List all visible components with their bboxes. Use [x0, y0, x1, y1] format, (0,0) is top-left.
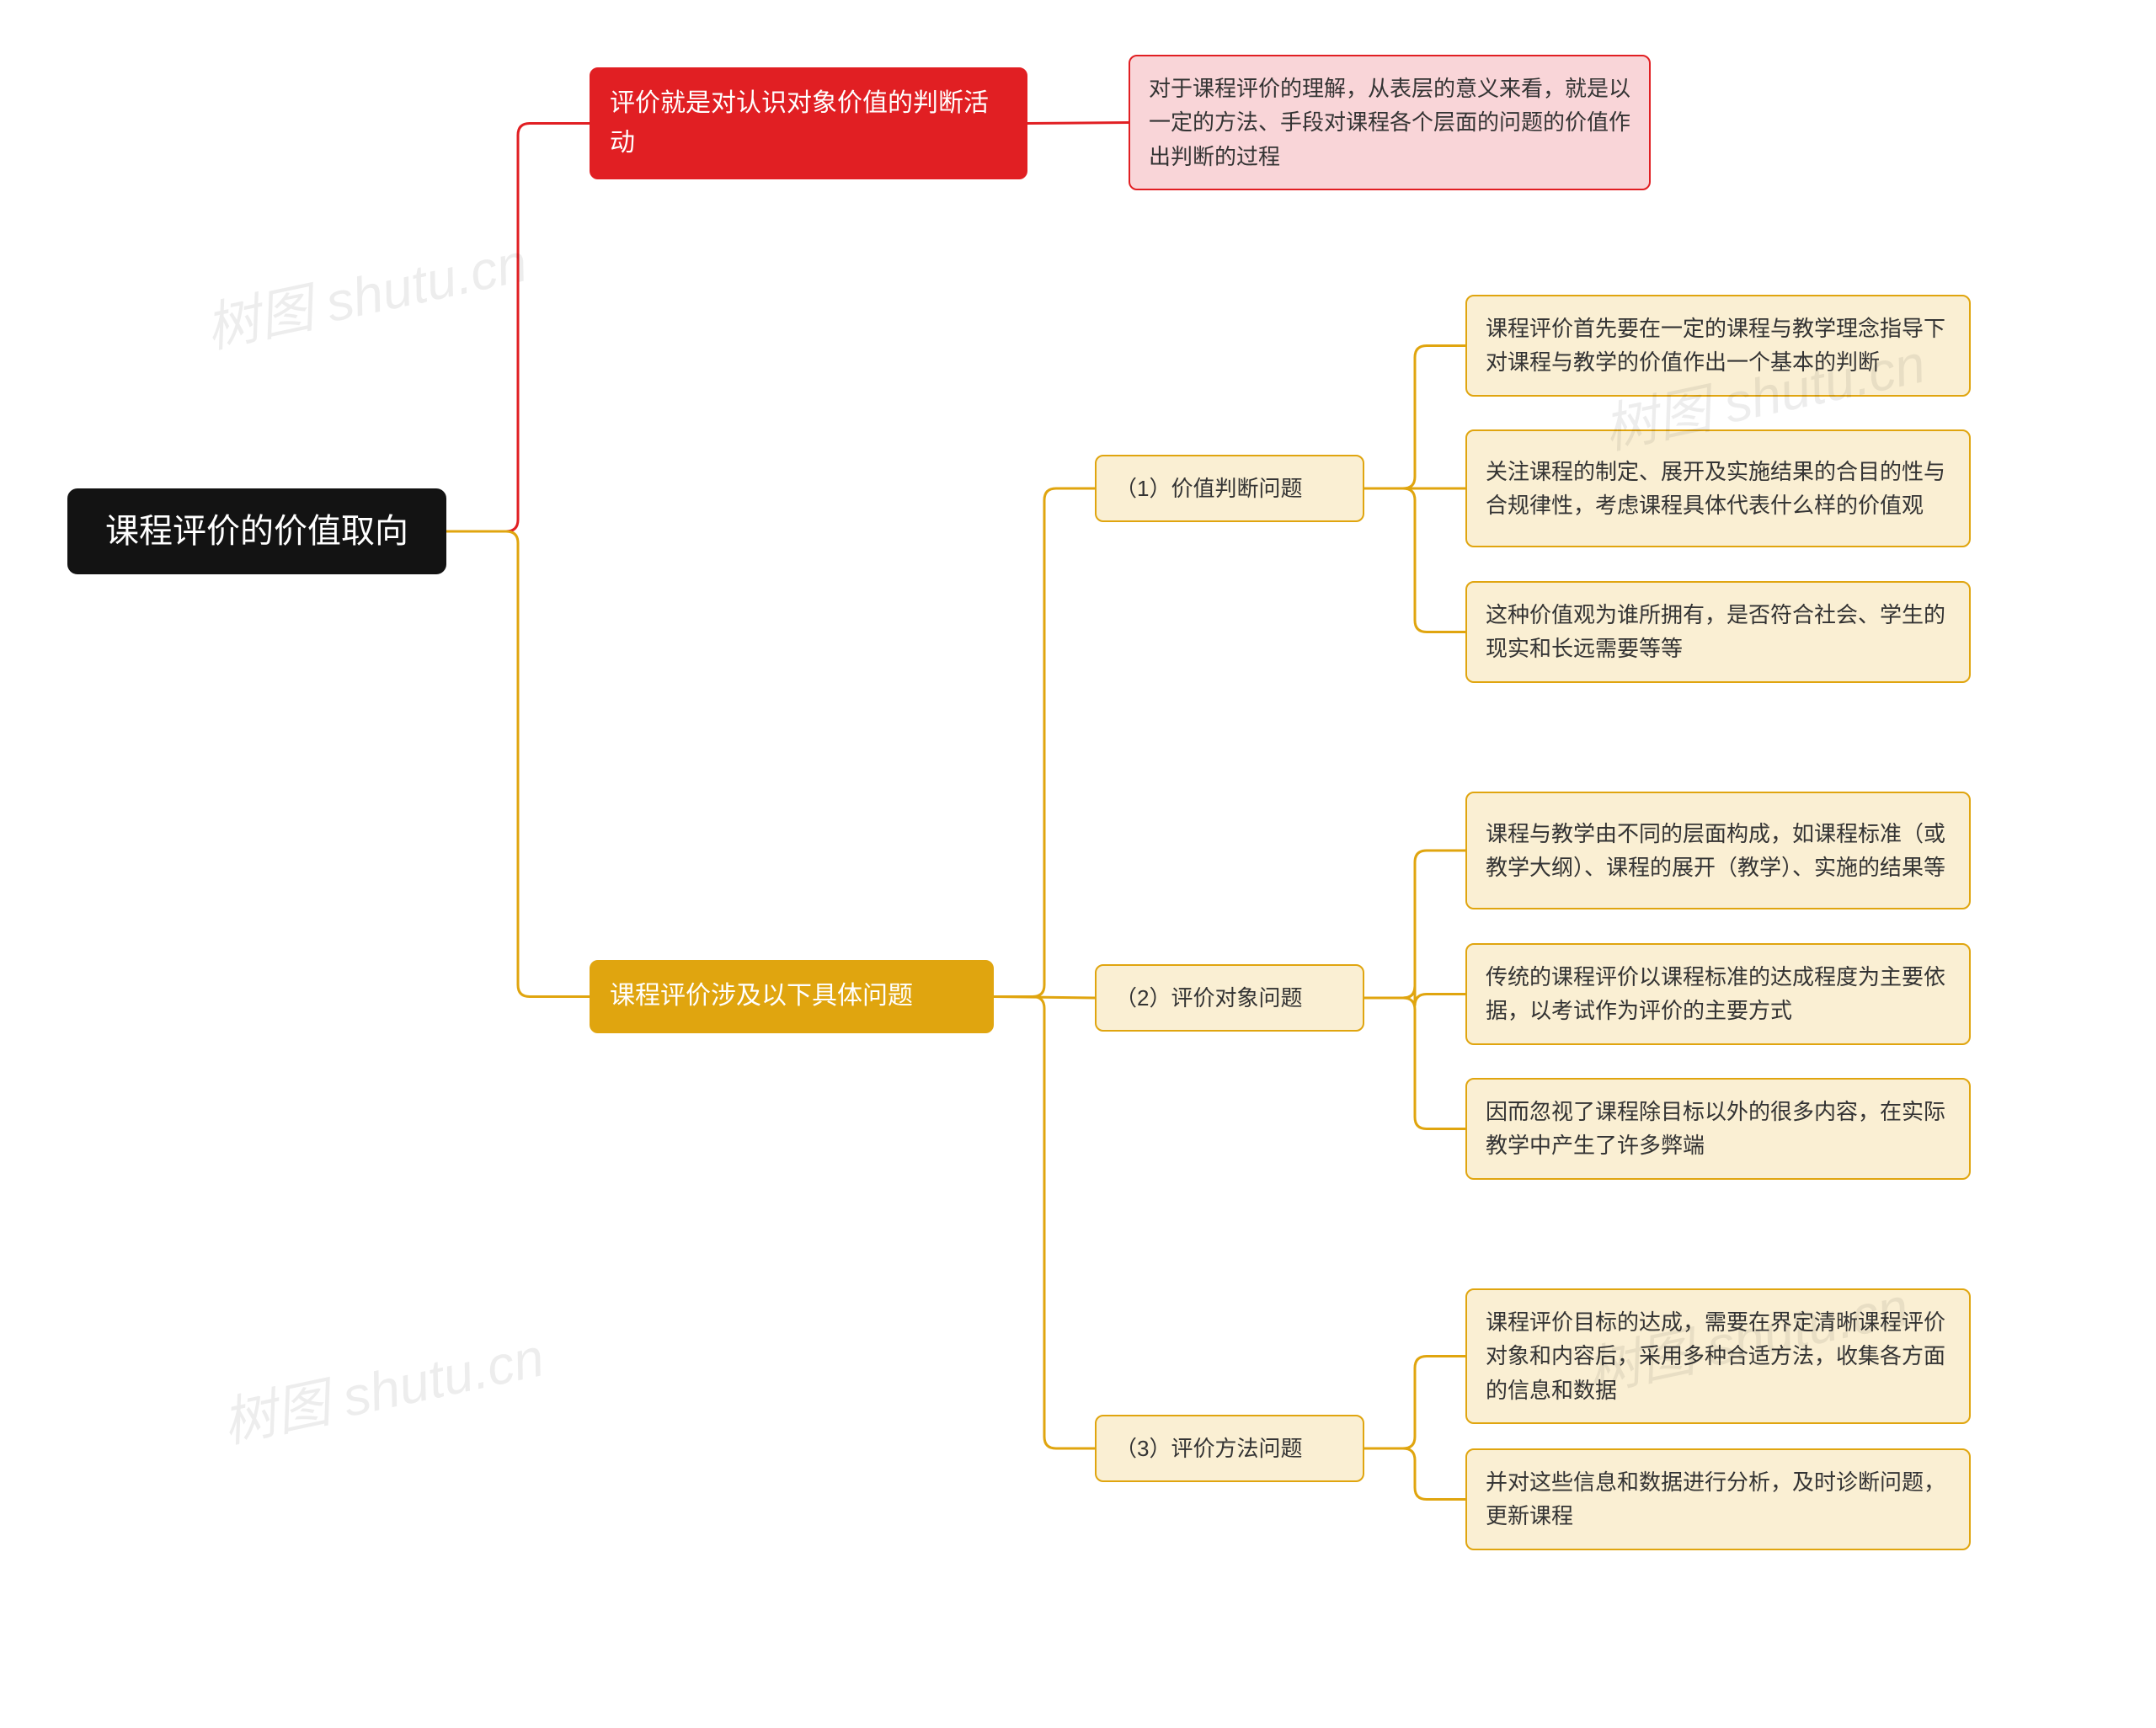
node-b1: 评价就是对认识对象价值的判断活动 [590, 67, 1027, 179]
node-text: （3）评价方法问题 [1115, 1432, 1302, 1465]
node-b2s3: （3）评价方法问题 [1095, 1415, 1364, 1482]
node-text: 课程评价的价值取向 [105, 505, 408, 557]
watermark: 树图 shutu.cn [215, 1315, 550, 1459]
node-text: 课程评价目标的达成，需要在界定清晰课程评价对象和内容后，采用多种合适方法，收集各… [1486, 1305, 1951, 1407]
connector [1364, 488, 1465, 632]
node-text: 对于课程评价的理解，从表层的意义来看，就是以一定的方法、手段对课程各个层面的问题… [1149, 72, 1630, 173]
connector [994, 997, 1095, 999]
node-b2s2c2: 传统的课程评价以课程标准的达成程度为主要依据，以考试作为评价的主要方式 [1465, 943, 1971, 1045]
node-text: 因而忽视了课程除目标以外的很多内容，在实际教学中产生了许多弊端 [1486, 1095, 1951, 1163]
connector [1364, 986, 1465, 1006]
connector [1027, 123, 1129, 124]
connector [994, 488, 1095, 997]
node-b2: 课程评价涉及以下具体问题 [590, 960, 994, 1033]
node-b2s2: （2）评价对象问题 [1095, 964, 1364, 1032]
node-b2s1c1: 课程评价首先要在一定的课程与教学理念指导下对课程与教学的价值作出一个基本的判断 [1465, 295, 1971, 397]
connector [1364, 1448, 1465, 1500]
mindmap-stage: 课程评价的价值取向 评价就是对认识对象价值的判断活动 对于课程评价的理解，从表层的意… [0, 0, 2156, 1728]
connector [1364, 998, 1465, 1129]
node-b2s2c1: 课程与教学由不同的层面构成，如课程标准（或教学大纲）、课程的展开（教学）、实施的… [1465, 792, 1971, 909]
node-text: 这种价值观为谁所拥有，是否符合社会、学生的现实和长远需要等等 [1486, 598, 1951, 666]
node-text: 课程与教学由不同的层面构成，如课程标准（或教学大纲）、课程的展开（教学）、实施的… [1486, 817, 1951, 885]
node-text: 关注课程的制定、展开及实施结果的合目的性与合规律性，考虑课程具体代表什么样的价值… [1486, 455, 1951, 523]
connector [994, 997, 1095, 1449]
node-text: （2）评价对象问题 [1115, 981, 1302, 1015]
node-b1c1: 对于课程评价的理解，从表层的意义来看，就是以一定的方法、手段对课程各个层面的问题… [1129, 55, 1651, 190]
node-root: 课程评价的价值取向 [67, 488, 446, 574]
node-b2s3c2: 并对这些信息和数据进行分析，及时诊断问题，更新课程 [1465, 1448, 1971, 1550]
node-text: 评价就是对认识对象价值的判断活动 [610, 84, 1007, 163]
connector [446, 124, 590, 532]
node-text: 课程评价首先要在一定的课程与教学理念指导下对课程与教学的价值作出一个基本的判断 [1486, 312, 1951, 380]
node-b2s1c2: 关注课程的制定、展开及实施结果的合目的性与合规律性，考虑课程具体代表什么样的价值… [1465, 429, 1971, 547]
node-b2s1: （1）价值判断问题 [1095, 455, 1364, 522]
connector [1364, 1357, 1465, 1449]
node-b2s3c1: 课程评价目标的达成，需要在界定清晰课程评价对象和内容后，采用多种合适方法，收集各… [1465, 1288, 1971, 1424]
node-b2s2c3: 因而忽视了课程除目标以外的很多内容，在实际教学中产生了许多弊端 [1465, 1078, 1971, 1180]
node-text: （1）价值判断问题 [1115, 472, 1302, 505]
connector [1364, 346, 1465, 489]
connector [446, 531, 590, 997]
connector [1364, 851, 1465, 998]
node-text: 传统的课程评价以课程标准的达成程度为主要依据，以考试作为评价的主要方式 [1486, 960, 1951, 1028]
node-text: 并对这些信息和数据进行分析，及时诊断问题，更新课程 [1486, 1465, 1951, 1533]
watermark: 树图 shutu.cn [198, 220, 533, 364]
node-b2s1c3: 这种价值观为谁所拥有，是否符合社会、学生的现实和长远需要等等 [1465, 581, 1971, 683]
node-text: 课程评价涉及以下具体问题 [610, 977, 913, 1016]
